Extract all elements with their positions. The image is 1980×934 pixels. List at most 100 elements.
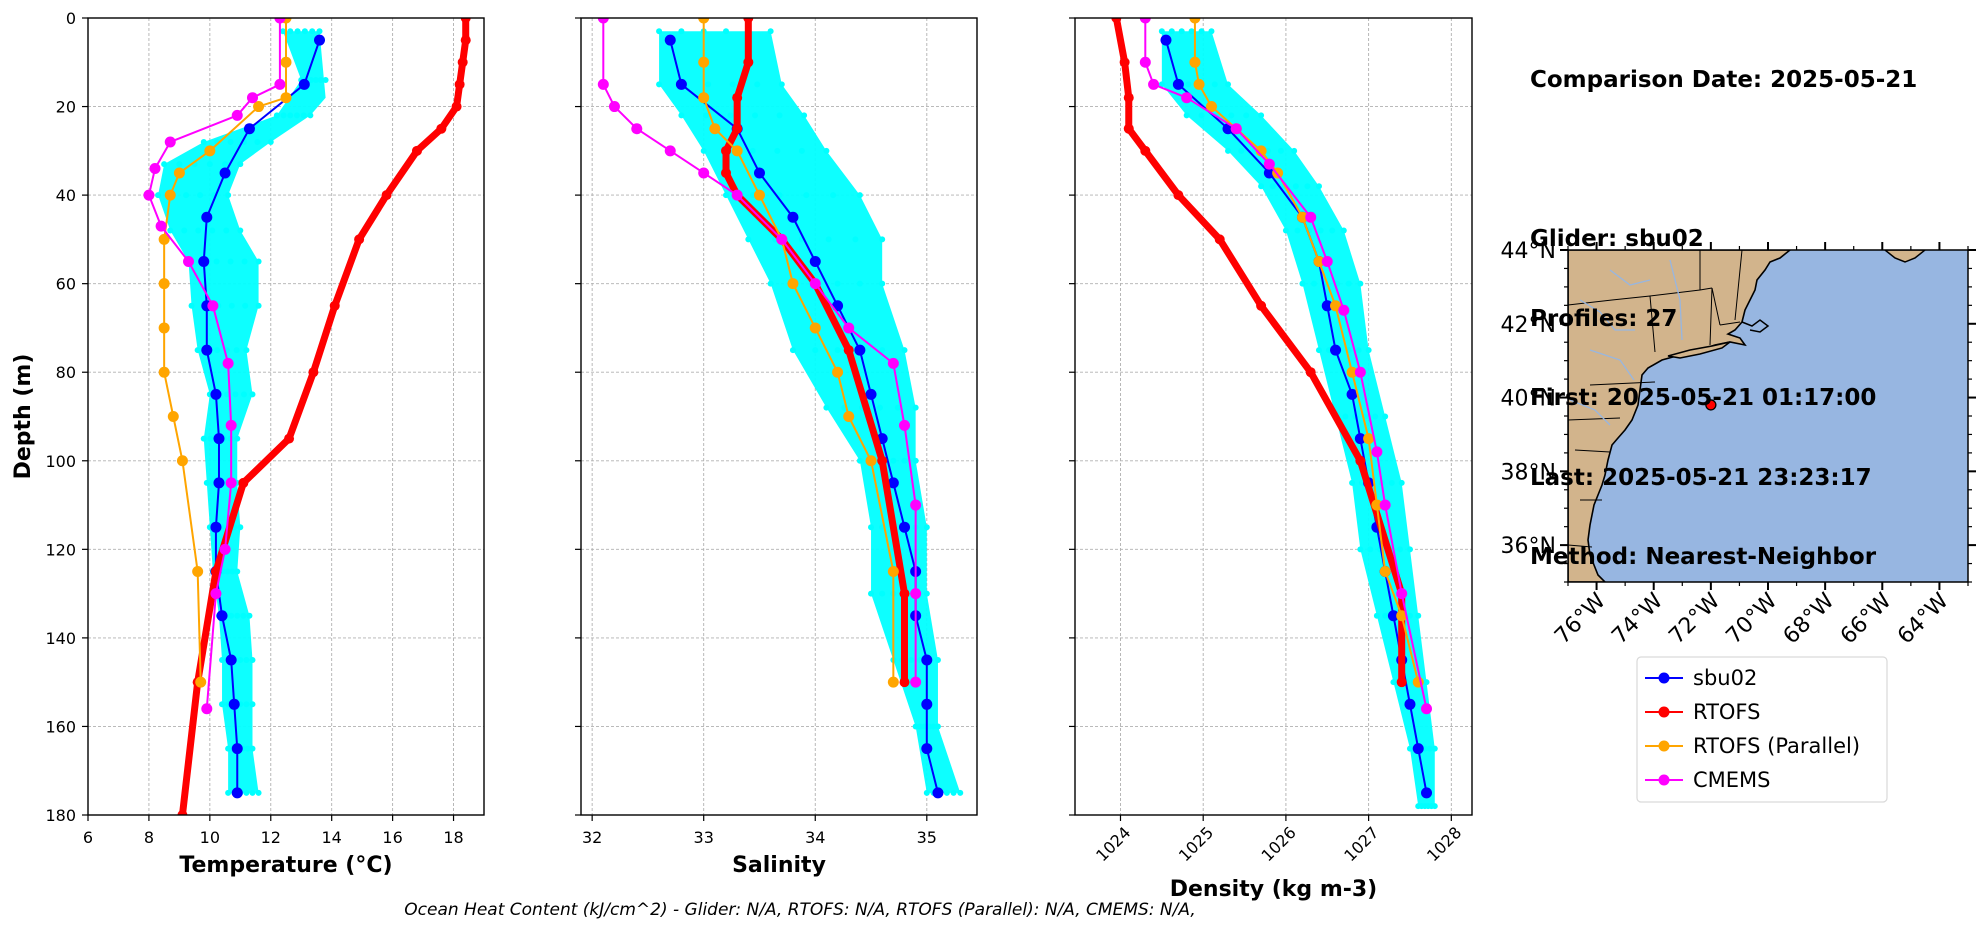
point-sbu02: [1346, 388, 1358, 400]
glider-scatter-point: [1372, 413, 1379, 420]
glider-scatter-point: [894, 404, 901, 411]
axes-frame: [580, 17, 978, 816]
point-rtofs: [1355, 455, 1366, 466]
map-long-island: [1667, 341, 1731, 359]
glider-scatter-point: [1299, 280, 1306, 287]
glider-scatter-point: [923, 789, 930, 796]
point-sbu02: [1321, 300, 1333, 312]
point-sbu02: [231, 743, 243, 755]
glider-scatter-point: [923, 590, 930, 597]
glider-scatter-point: [233, 347, 240, 354]
panel-temperature: 6 8 10 12 14 16 18020406080100120140160180Temp…: [11, 9, 485, 878]
glider-scatter-point: [255, 258, 262, 265]
point-rtofs-parallel: [1379, 565, 1391, 577]
legend-label-cmems: CMEMS: [1693, 768, 1771, 792]
glider-scatter-point: [1258, 183, 1265, 190]
point-sbu02: [213, 433, 225, 445]
point-sbu02: [213, 477, 225, 489]
glider-scatter-point: [307, 112, 314, 119]
glider-scatter-point: [293, 112, 300, 119]
glider-scatter-point: [227, 138, 234, 145]
point-rtofs-parallel: [253, 101, 265, 113]
point-rtofs: [1123, 92, 1134, 103]
point-rtofs-parallel: [1193, 78, 1205, 90]
ocean-heat-content-footer: Ocean Heat Content (kJ/cm^2) - Glider: N…: [404, 900, 1196, 920]
point-rtofs-parallel: [204, 145, 216, 157]
legend-box: [1636, 656, 1888, 803]
map-lat-label: 42°N: [1501, 313, 1556, 338]
glider-position-marker: [1705, 399, 1717, 411]
glider-scatter-point: [830, 192, 837, 199]
point-sbu02: [210, 521, 222, 533]
point-rtofs: [457, 57, 468, 68]
glider-scatter-point: [656, 81, 663, 88]
glider-scatter-point: [778, 81, 785, 88]
glider-scatter-point: [868, 524, 875, 531]
glider-scatter-point: [789, 347, 796, 354]
map-lat-label: 44°N: [1501, 239, 1556, 264]
point-rtofs-parallel: [164, 189, 176, 201]
point-cmems: [207, 300, 219, 312]
point-rtofs: [210, 566, 221, 577]
glider-scatter-point: [195, 227, 202, 234]
map-lat-label: 36°N: [1501, 534, 1556, 559]
point-cmems: [1421, 703, 1433, 715]
glider-scatter-point: [1315, 183, 1322, 190]
glider-scatter-point: [852, 236, 859, 243]
point-rtofs-parallel: [1371, 499, 1383, 511]
point-sbu02: [932, 787, 944, 799]
point-sbu02: [1421, 787, 1433, 799]
method: Method: Nearest-Neighbor: [1530, 544, 1877, 570]
point-rtofs-parallel: [280, 92, 292, 104]
point-rtofs: [743, 18, 754, 23]
point-cmems: [1230, 123, 1242, 135]
map-lon-label: 68°W: [1779, 588, 1840, 649]
point-rtofs-parallel: [1296, 211, 1308, 223]
glider-scatter-point: [194, 347, 201, 354]
point-sbu02: [1172, 78, 1184, 90]
glider-scatter-point: [950, 789, 957, 796]
point-rtofs: [460, 35, 471, 46]
point-rtofs-parallel: [1313, 256, 1325, 268]
glider-scatter-point: [678, 112, 685, 119]
point-cmems: [1148, 78, 1160, 90]
point-rtofs-parallel: [1346, 366, 1358, 378]
glider-scatter-point: [876, 404, 883, 411]
point-rtofs: [454, 79, 465, 90]
glider-scatter-point: [723, 28, 730, 35]
glider-scatter-point: [312, 76, 319, 83]
point-cmems: [1321, 256, 1333, 268]
glider-scatter-point: [767, 28, 774, 35]
map-lon-label: 72°W: [1664, 588, 1725, 649]
point-rtofs: [1119, 57, 1130, 68]
point-rtofs-parallel: [1189, 56, 1201, 68]
map-nova-scotia: [1883, 250, 1927, 263]
series-line-rtofs: [178, 18, 470, 815]
map-borders: [1568, 250, 1743, 548]
glider-scatter-point: [1406, 612, 1413, 619]
legend-label-rtofs-parallel: RTOFS (Parallel): [1693, 734, 1860, 758]
point-cmems: [887, 357, 899, 369]
point-rtofs: [284, 433, 295, 444]
glider-scatter-point: [1311, 280, 1318, 287]
point-sbu02: [921, 654, 933, 666]
glider-scatter-point: [1238, 147, 1245, 154]
glider-scatter-point: [228, 302, 235, 309]
glider-scatter-point: [249, 657, 256, 664]
y-tick-label: 80: [56, 363, 76, 382]
glider-scatter-point: [200, 138, 207, 145]
point-cmems: [1379, 499, 1391, 511]
point-rtofs: [411, 145, 422, 156]
point-cmems: [1338, 304, 1350, 316]
glider-scatter-point: [1292, 183, 1299, 190]
series-line-cmems: [147, 18, 281, 709]
glider-scatter-point: [879, 280, 886, 287]
glider-scatter-point: [727, 112, 734, 119]
point-rtofs-parallel: [731, 145, 743, 157]
map-cape-cod: [1741, 319, 1770, 333]
point-cmems: [910, 588, 922, 600]
point-rtofs: [354, 234, 365, 245]
glider-scatter-point: [1178, 28, 1185, 35]
x-axis-label: Density (kg m-3): [1170, 877, 1378, 902]
glider-scatter-point: [1291, 147, 1298, 154]
